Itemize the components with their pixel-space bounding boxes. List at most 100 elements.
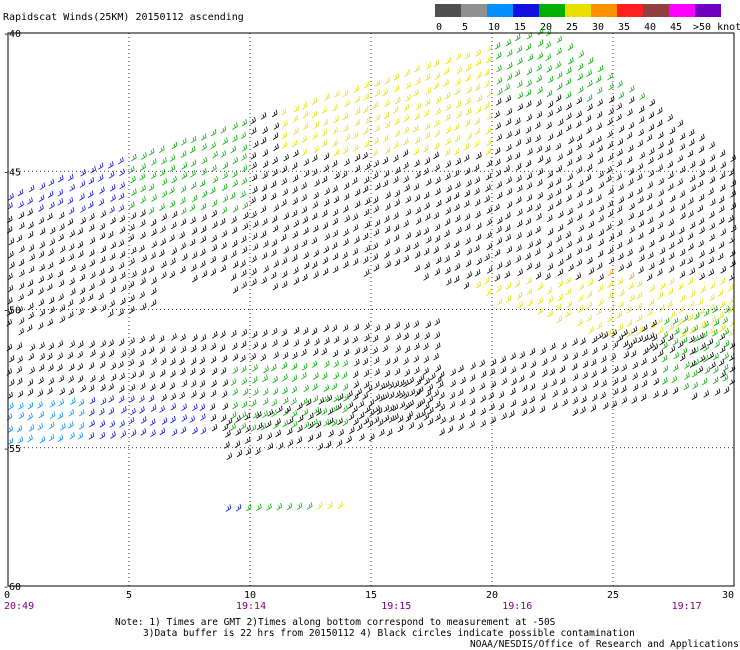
wind-barb — [616, 113, 622, 122]
wind-barb — [302, 327, 309, 335]
wind-barb — [682, 326, 689, 334]
wind-barb — [456, 66, 463, 75]
wind-barb — [79, 296, 85, 305]
wind-barb — [408, 376, 414, 385]
wind-barb — [141, 254, 147, 263]
wind-barb — [484, 102, 490, 110]
wind-barb — [250, 399, 257, 407]
wind-barb — [454, 203, 460, 212]
x-axis-ticks: 0 5 10 15 20 25 30 — [4, 590, 734, 601]
wind-barb — [262, 397, 269, 406]
wind-barb — [697, 204, 704, 213]
wind-barb — [346, 435, 352, 444]
wind-barb — [241, 153, 247, 161]
wind-barb — [180, 197, 186, 205]
wind-barb — [536, 63, 542, 72]
wind-barb — [314, 338, 320, 346]
wind-barb — [120, 350, 127, 359]
wind-barb — [541, 358, 548, 366]
wind-barb — [149, 371, 155, 379]
wind-barb — [395, 345, 401, 353]
wind-barb — [323, 245, 330, 254]
wind-barb — [669, 345, 676, 354]
wind-barb — [709, 211, 715, 219]
wind-barb — [648, 169, 655, 178]
wind-barb — [107, 309, 114, 318]
wind-barb — [526, 230, 533, 238]
wind-barb — [677, 282, 684, 291]
wind-barb — [343, 182, 350, 190]
wind-barb — [374, 405, 380, 413]
wind-barb — [597, 331, 604, 340]
wind-barb — [109, 420, 116, 428]
wind-barb — [701, 377, 708, 386]
wind-barb — [362, 127, 369, 135]
wind-barb — [80, 169, 86, 177]
wind-barb — [27, 378, 34, 387]
wind-barb — [108, 349, 115, 357]
wind-barb — [282, 396, 289, 405]
wind-barb — [607, 72, 613, 81]
wind-barb — [59, 304, 66, 312]
wind-barb — [591, 347, 598, 355]
wind-barb — [444, 92, 451, 100]
wind-barb — [680, 330, 686, 339]
wind-barb — [486, 231, 492, 239]
wind-barb — [161, 157, 167, 165]
wind-barb — [525, 252, 531, 260]
wind-barb — [181, 379, 188, 388]
wind-barb — [537, 155, 544, 163]
wind-barb — [354, 165, 361, 173]
wind-barb — [414, 136, 421, 145]
wind-barb — [586, 301, 593, 309]
wind-barb — [16, 377, 23, 386]
wind-barb — [617, 323, 624, 332]
wind-barb — [199, 356, 206, 365]
wind-barb — [38, 204, 44, 212]
wind-barb — [49, 306, 55, 314]
wind-barb — [424, 402, 430, 411]
wind-barb — [557, 268, 564, 276]
wind-barb — [657, 119, 663, 128]
wind-barb — [526, 79, 532, 87]
wind-barb — [68, 311, 74, 319]
wind-barb — [57, 352, 63, 360]
wind-barb — [576, 110, 582, 119]
wind-barb — [159, 346, 166, 354]
wind-barb — [375, 182, 381, 191]
wind-barb — [118, 338, 125, 346]
wind-barb — [323, 199, 330, 207]
wind-barb — [385, 146, 391, 155]
wind-barb — [659, 247, 666, 255]
wind-barb — [57, 364, 63, 372]
y-tick-label: -50 — [3, 306, 21, 317]
wind-barb — [130, 212, 137, 220]
wind-barb — [150, 252, 156, 260]
wind-barb — [628, 96, 635, 104]
wind-barb — [169, 154, 176, 162]
wind-barb — [638, 245, 645, 253]
wind-barb — [253, 140, 259, 149]
wind-barb — [689, 360, 696, 368]
wind-barb — [201, 214, 207, 222]
wind-barb — [293, 339, 300, 347]
wind-barb — [261, 276, 267, 285]
wind-barb — [600, 391, 606, 400]
wind-barb — [562, 387, 568, 396]
wind-barb — [394, 118, 400, 126]
wind-barb — [537, 191, 544, 200]
wind-barb — [414, 194, 421, 202]
wind-barb — [566, 300, 573, 308]
wind-barb — [200, 344, 207, 352]
wind-barb — [28, 311, 34, 320]
wind-barb — [530, 360, 537, 369]
wind-barb — [232, 122, 238, 130]
wind-barb — [373, 416, 380, 424]
wind-barb — [255, 447, 261, 456]
wind-barb — [464, 213, 471, 221]
wind-barb — [170, 257, 176, 266]
wind-barb — [582, 371, 588, 380]
wind-barb — [668, 252, 675, 260]
wind-barb — [362, 256, 369, 264]
wind-barb — [139, 172, 146, 181]
